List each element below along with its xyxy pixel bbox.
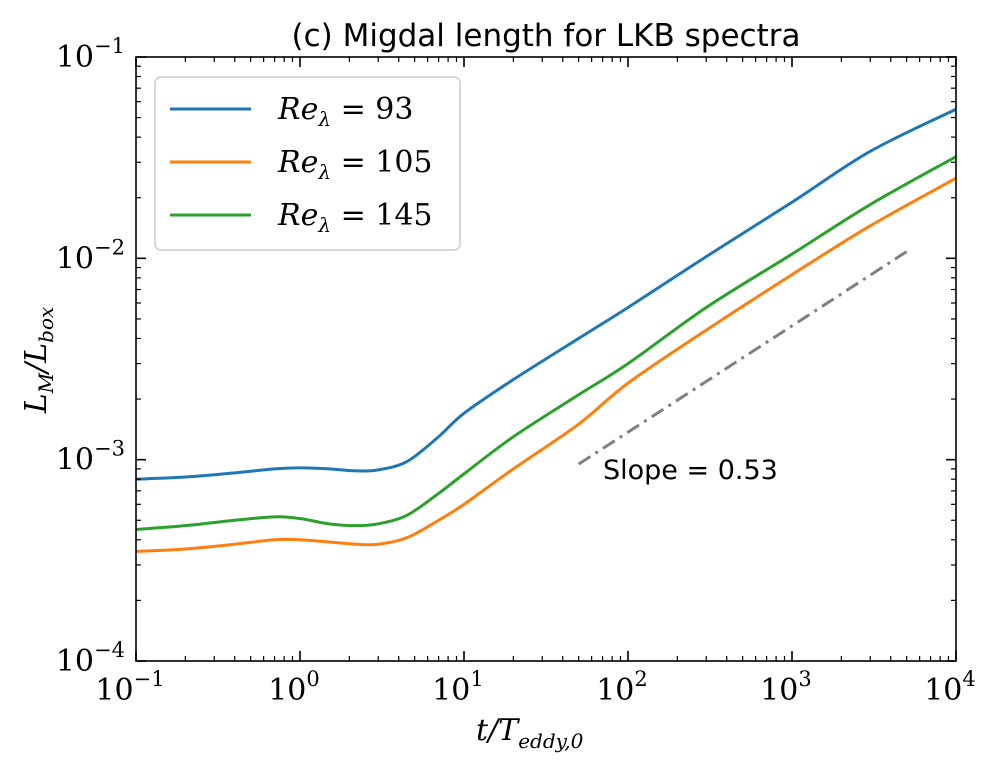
x-tick-label: 104: [924, 667, 976, 708]
y-tick-label: 10−1: [56, 34, 125, 75]
legend-label-105: Reλ = 105: [277, 145, 433, 184]
series-line-105: [135, 176, 957, 553]
y-tick-label: 10−2: [56, 235, 125, 276]
slope-annotation: Slope = 0.53: [603, 455, 778, 486]
reference-slope-line-group: [577, 250, 908, 466]
x-tick-label: 102: [596, 667, 648, 708]
legend: Reλ = 93 Reλ = 105 Reλ = 145: [154, 76, 461, 251]
series-line-93: [135, 107, 957, 481]
plot-frame: [135, 56, 957, 662]
legend-box: [154, 76, 461, 251]
x-tick-label: 10−1: [95, 667, 164, 708]
x-tick-label: 103: [760, 667, 812, 708]
x-tick-label: 101: [432, 667, 484, 708]
svg-text:t/Teddy,0: t/Teddy,0: [476, 713, 584, 753]
series-line-145: [135, 155, 957, 531]
x-axis-label: t/Teddy,0: [476, 713, 584, 753]
chart-title: (c) Migdal length for LKB spectra: [292, 18, 801, 54]
reference-slope-line: [577, 250, 908, 466]
legend-label-145: Reλ = 145: [277, 198, 433, 237]
legend-label-93: Reλ = 93: [277, 92, 413, 131]
y-tick-label: 10−3: [56, 437, 125, 478]
y-axis-label: LM/Lbox: [19, 307, 58, 415]
x-tick-label: 100: [268, 667, 320, 708]
svg-text:LM/Lbox: LM/Lbox: [19, 307, 58, 415]
plot-area: [135, 107, 957, 553]
